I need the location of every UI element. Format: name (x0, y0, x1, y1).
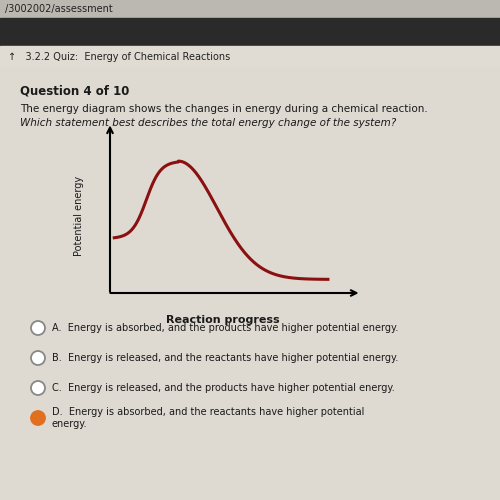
Text: Which statement best describes the total energy change of the system?: Which statement best describes the total… (20, 118, 396, 128)
Text: The energy diagram shows the changes in energy during a chemical reaction.: The energy diagram shows the changes in … (20, 104, 428, 114)
Text: C.  Energy is released, and the products have higher potential energy.: C. Energy is released, and the products … (52, 383, 395, 393)
Bar (0, 0, 500, 18)
Text: /3002002/assessment: /3002002/assessment (5, 4, 113, 14)
Text: Reaction progress: Reaction progress (166, 314, 280, 324)
Bar (0, 18, 500, 46)
Bar (0, 46, 500, 68)
Circle shape (31, 411, 45, 425)
Circle shape (31, 351, 45, 365)
Text: Question 4 of 10: Question 4 of 10 (20, 84, 130, 97)
Bar (0, 68, 500, 500)
Text: ↑   3.2.2 Quiz:  Energy of Chemical Reactions: ↑ 3.2.2 Quiz: Energy of Chemical Reactio… (8, 52, 230, 62)
Text: A.  Energy is absorbed, and the products have higher potential energy.: A. Energy is absorbed, and the products … (52, 323, 399, 333)
Text: B.  Energy is released, and the reactants have higher potential energy.: B. Energy is released, and the reactants… (52, 353, 399, 363)
Circle shape (31, 321, 45, 335)
Text: Potential energy: Potential energy (74, 176, 85, 256)
Text: D.  Energy is absorbed, and the reactants have higher potential
energy.: D. Energy is absorbed, and the reactants… (52, 407, 364, 429)
Circle shape (31, 381, 45, 395)
